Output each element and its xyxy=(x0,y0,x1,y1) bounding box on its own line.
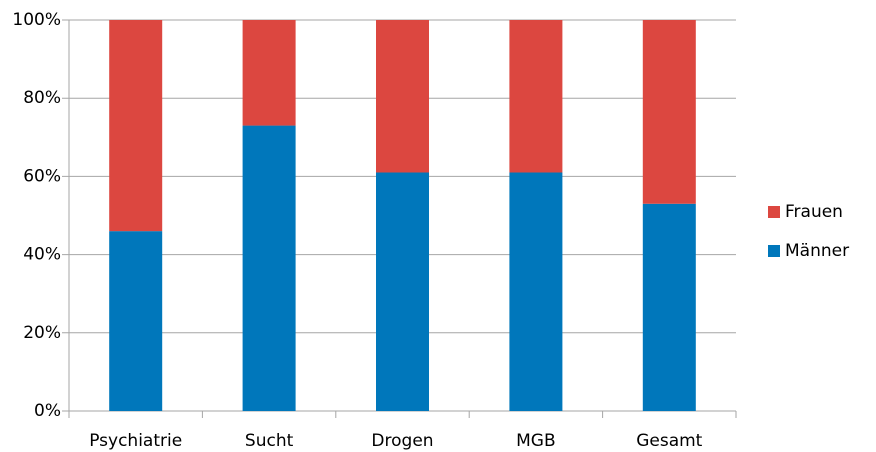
legend-label: Frauen xyxy=(785,202,843,222)
x-tick-label: Sucht xyxy=(245,431,294,451)
y-tick-label: 80% xyxy=(23,88,61,108)
x-tick-label: Drogen xyxy=(371,431,433,451)
bar-segment xyxy=(509,172,563,411)
bar-segment xyxy=(642,20,696,204)
x-tick-label: Psychiatrie xyxy=(89,431,182,451)
x-tick-label: Gesamt xyxy=(636,431,702,451)
x-tick-label: MGB xyxy=(516,431,556,451)
bar-segment xyxy=(509,20,563,173)
legend-label: Männer xyxy=(785,241,849,261)
bar-segment xyxy=(242,125,296,411)
bar-segment xyxy=(109,20,163,232)
bar-segment xyxy=(642,203,696,411)
bar-segment xyxy=(376,172,429,411)
y-tick-label: 40% xyxy=(23,245,61,265)
y-tick-label: 20% xyxy=(23,323,61,343)
bar-segment xyxy=(376,20,429,173)
bar-segment xyxy=(242,20,296,126)
y-tick-label: 0% xyxy=(34,401,61,421)
bar-segment xyxy=(109,231,163,411)
legend-swatch xyxy=(768,245,780,257)
y-tick-label: 60% xyxy=(23,166,61,186)
y-tick-label: 100% xyxy=(12,10,61,30)
legend-swatch xyxy=(768,206,780,218)
